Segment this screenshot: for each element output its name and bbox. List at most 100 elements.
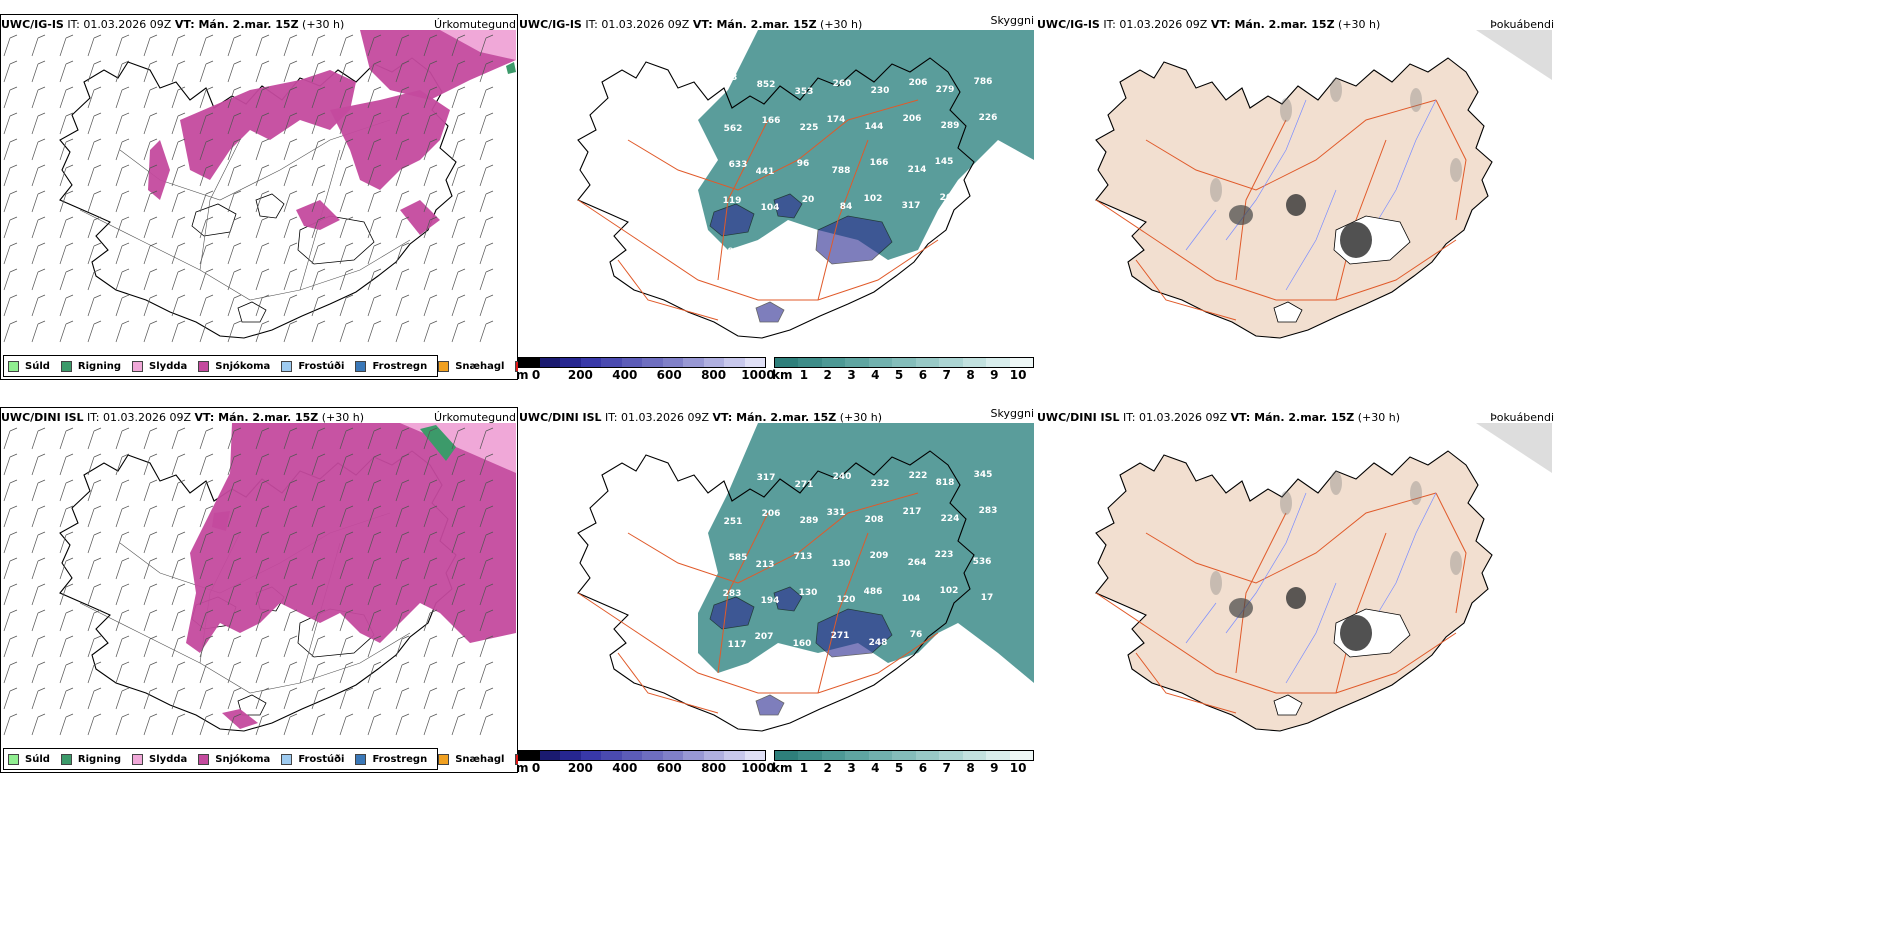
colorbar-tick: 4 xyxy=(871,368,880,382)
legend-label: Frostúði xyxy=(298,360,345,372)
cloud-height-label: 260 xyxy=(940,193,959,203)
legend-item: Haglél xyxy=(515,753,518,765)
legend-label: Frostregn xyxy=(372,753,428,765)
map-header: UWC/DINI ISL IT: 01.03.2026 09Z VT: Mán.… xyxy=(519,411,882,424)
legend-label: Snjókoma xyxy=(215,360,271,372)
cloud-height-label: 271 xyxy=(795,480,814,490)
cloud-height-label: 209 xyxy=(870,551,889,561)
colorbar-tick: 3 xyxy=(847,368,856,382)
legend-swatch xyxy=(438,753,450,765)
legend-item: Slydda xyxy=(132,753,188,765)
cloud-height-label: 223 xyxy=(935,550,954,560)
precip-type-panel-row2: UWC/DINI ISL IT: 01.03.2026 09Z VT: Mán.… xyxy=(0,393,518,788)
cloud-height-label: 978 xyxy=(728,247,747,257)
cloud-height-label: 225 xyxy=(800,123,819,133)
cloud-map: 257 317 271 240 232 222 818 345 251 206 289 331 208 2… xyxy=(577,423,1034,732)
fog-panel-row1: UWC/IG-IS IT: 01.03.2026 09Z VT: Mán. 2.… xyxy=(1036,0,1556,395)
colorbar-unit: km xyxy=(772,761,793,775)
cloud-height-label: 317 xyxy=(757,473,776,483)
cloud-height-label: 271 xyxy=(831,631,850,641)
cloud-height-label: 257 xyxy=(719,466,738,476)
cloud-height-label: 208 xyxy=(865,515,884,525)
colorbar-tick: 6 xyxy=(918,761,928,775)
cloud-height-label: 289 xyxy=(941,121,960,131)
cloud-height-label: 254 xyxy=(978,200,997,210)
legend-label: Snjókoma xyxy=(215,753,271,765)
colorbar-tick: 600 xyxy=(656,368,682,382)
legend-swatch xyxy=(132,753,144,765)
colorbar-unit: m xyxy=(518,368,529,382)
cloud-height-label: 213 xyxy=(756,560,775,570)
cloud-height-label: 585 xyxy=(729,553,748,563)
cloud-height-label: 331 xyxy=(827,508,846,518)
cloud-height-label: 226 xyxy=(979,113,998,123)
legend-label: Frostúði xyxy=(298,753,345,765)
panel-title: Þokuábendi xyxy=(1490,411,1554,424)
legend-label: Rigning xyxy=(77,753,122,765)
fog-map xyxy=(1095,30,1552,339)
cloud-height-label: 145 xyxy=(935,157,954,167)
legend-swatch xyxy=(60,360,72,372)
precip-type-legend: Súld Rigning Slydda Snjókoma Frostúði Frostre… xyxy=(3,355,518,377)
legend-item: Frostregn xyxy=(355,753,428,765)
colorbar-tick: 3 xyxy=(847,761,856,775)
cloud-height-label: 144 xyxy=(865,122,884,132)
legend-label: Slydda xyxy=(149,753,188,765)
cloud-height-label: 852 xyxy=(757,80,776,90)
cloud-height-label: 818 xyxy=(936,478,955,488)
cloud-height-label: 130 xyxy=(832,559,851,569)
cloud-height-label: 194 xyxy=(761,596,780,606)
colorbar-tick: 200 xyxy=(567,368,593,382)
map-header: UWC/DINI ISL IT: 01.03.2026 09Z VT: Mán.… xyxy=(1,411,364,424)
cloud-height-label: 17 xyxy=(981,593,994,603)
cloud-height-label: 289 xyxy=(800,516,819,526)
legend-swatch xyxy=(355,360,367,372)
colorbar-tick: 400 xyxy=(612,761,638,775)
visibility-colorbar: km 1 2 3 4 5 6 7 8 9 10 xyxy=(772,750,1034,775)
map-header: UWC/IG-IS IT: 01.03.2026 09Z VT: Mán. 2.… xyxy=(1,18,345,31)
visibility-colorbar: km 1 2 3 4 5 6 7 8 9 10 xyxy=(772,357,1034,382)
colorbar-tick: 4 xyxy=(871,761,880,775)
colorbar-tick: 0 xyxy=(531,761,541,775)
cloud-height-label: 174 xyxy=(827,115,846,125)
cloud-height-label: 786 xyxy=(974,77,993,87)
legend-label: Súld xyxy=(25,360,50,372)
legend-item: Rigning xyxy=(60,753,122,765)
cloud-height-label: 119 xyxy=(723,196,742,206)
legend-item: Slydda xyxy=(132,360,188,372)
cloud-height-label: 20 xyxy=(802,195,815,205)
cloud-height-label: 104 xyxy=(761,203,780,213)
cloud-height-label: 788 xyxy=(832,166,851,176)
panel-title: Úrkomutegund xyxy=(434,18,516,31)
cloud-height-label: 84 xyxy=(840,202,853,212)
colorbar-tick: 9 xyxy=(990,368,999,382)
cloud-height-label: 279 xyxy=(936,85,955,95)
colorbar-tick: 8 xyxy=(966,761,975,775)
height-colorbar: m 0 200 400 600 800 1000 xyxy=(518,357,775,382)
cloud-height-label: 206 xyxy=(903,114,922,124)
colorbar-cells xyxy=(774,750,1034,761)
cloud-height-label: 117 xyxy=(728,640,747,650)
fog-panel-row2: UWC/DINI ISL IT: 01.03.2026 09Z VT: Mán.… xyxy=(1036,393,1556,788)
colorbar-tick: 0 xyxy=(531,368,541,382)
legend-item: Súld xyxy=(8,360,50,372)
map-header: UWC/IG-IS IT: 01.03.2026 09Z VT: Mán. 2.… xyxy=(519,18,863,31)
cloud-height-label: 130 xyxy=(799,588,818,598)
cloud-height-label: 441 xyxy=(756,167,775,177)
legend-item: Rigning xyxy=(60,360,121,372)
cloud-height-label: 473 xyxy=(719,73,738,83)
cloud-panel-row2: 257 317 271 240 232 222 818 345 251 206 289 331 208 2… xyxy=(518,393,1036,788)
cloud-height-label: 633 xyxy=(729,160,748,170)
colorbar-tick: 1 xyxy=(799,368,809,382)
cloud-height-label: 345 xyxy=(974,470,993,480)
legend-item: Snæhagl xyxy=(438,360,504,372)
cloud-height-label: 283 xyxy=(723,589,742,599)
colorbar-tick: 7 xyxy=(942,761,951,775)
cloud-height-label: 160 xyxy=(793,639,812,649)
legend-label: Slydda xyxy=(149,360,188,372)
cloud-height-label: 251 xyxy=(724,517,743,527)
cloud-height-label: 96 xyxy=(797,159,810,169)
colorbar-tick: 2 xyxy=(823,761,832,775)
colorbar-tick: 600 xyxy=(656,761,682,775)
cloud-height-label: 486 xyxy=(864,587,883,597)
